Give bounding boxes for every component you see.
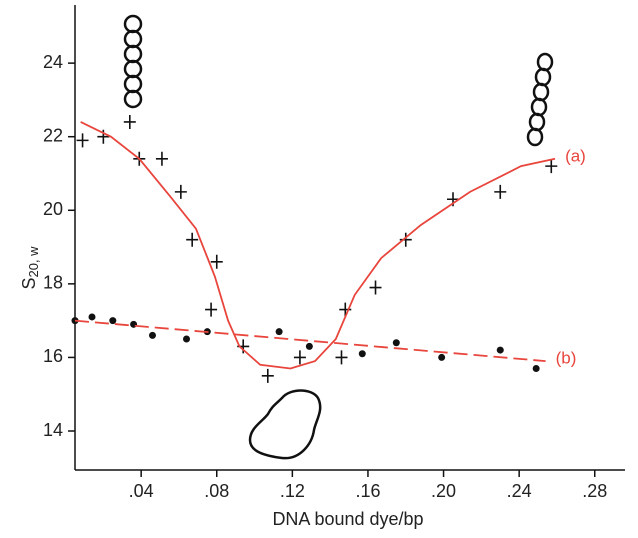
point	[123, 114, 136, 129]
point	[494, 184, 507, 199]
x-axis-label: DNA bound dye/bp	[272, 509, 423, 529]
point	[155, 151, 168, 166]
point	[148, 331, 156, 339]
point	[261, 368, 274, 383]
y-axis-label: S20, w	[19, 246, 42, 290]
extended-helix	[123, 14, 143, 109]
point	[88, 313, 96, 321]
relaxed-loop	[248, 389, 322, 460]
x-tick-label: .16	[355, 481, 380, 501]
point	[76, 133, 89, 148]
point	[369, 280, 382, 295]
y-tick-label: 14	[43, 420, 63, 440]
series-label: (a)	[565, 146, 586, 165]
point	[109, 317, 117, 325]
y-axis-label-main: S	[19, 278, 39, 290]
x-tick-label: .12	[280, 481, 305, 501]
point	[532, 364, 540, 372]
point	[205, 302, 218, 317]
y-tick-label: 24	[43, 52, 63, 72]
point	[545, 159, 558, 174]
point	[186, 232, 199, 247]
fit-line	[80, 121, 556, 370]
series-label: (b)	[556, 349, 577, 368]
point	[210, 254, 223, 269]
point	[275, 328, 283, 336]
x-tick-label: .08	[204, 481, 229, 501]
point	[335, 350, 348, 365]
point	[174, 184, 187, 199]
point	[399, 232, 412, 247]
point	[438, 353, 446, 361]
point	[293, 350, 306, 365]
point	[392, 339, 400, 347]
x-tick-label: .24	[507, 481, 532, 501]
x-tick-label: .20	[431, 481, 456, 501]
x-tick-label: .04	[129, 481, 154, 501]
fit-line	[74, 319, 546, 363]
y-tick-label: 20	[43, 199, 63, 219]
point	[305, 342, 313, 350]
point	[183, 335, 191, 343]
point	[358, 350, 366, 358]
dna-shapes	[123, 14, 554, 460]
point	[339, 302, 352, 317]
supercoiled-helix	[526, 52, 554, 147]
y-axis-label-sub: 20, w	[26, 246, 41, 278]
point	[496, 346, 504, 354]
y-tick-label: 18	[43, 273, 63, 293]
x-tick-label: .28	[582, 481, 607, 501]
y-tick-label: 22	[43, 125, 63, 145]
y-tick-label: 16	[43, 346, 63, 366]
